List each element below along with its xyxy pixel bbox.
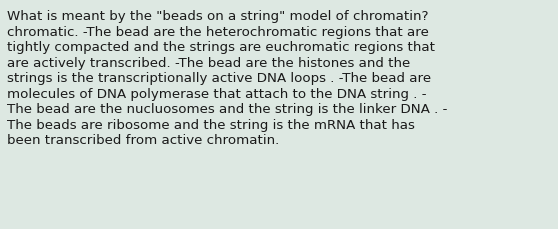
Text: What is meant by the "beads on a string" model of chromatin?
chromatic. -The bea: What is meant by the "beads on a string"…: [7, 10, 447, 147]
